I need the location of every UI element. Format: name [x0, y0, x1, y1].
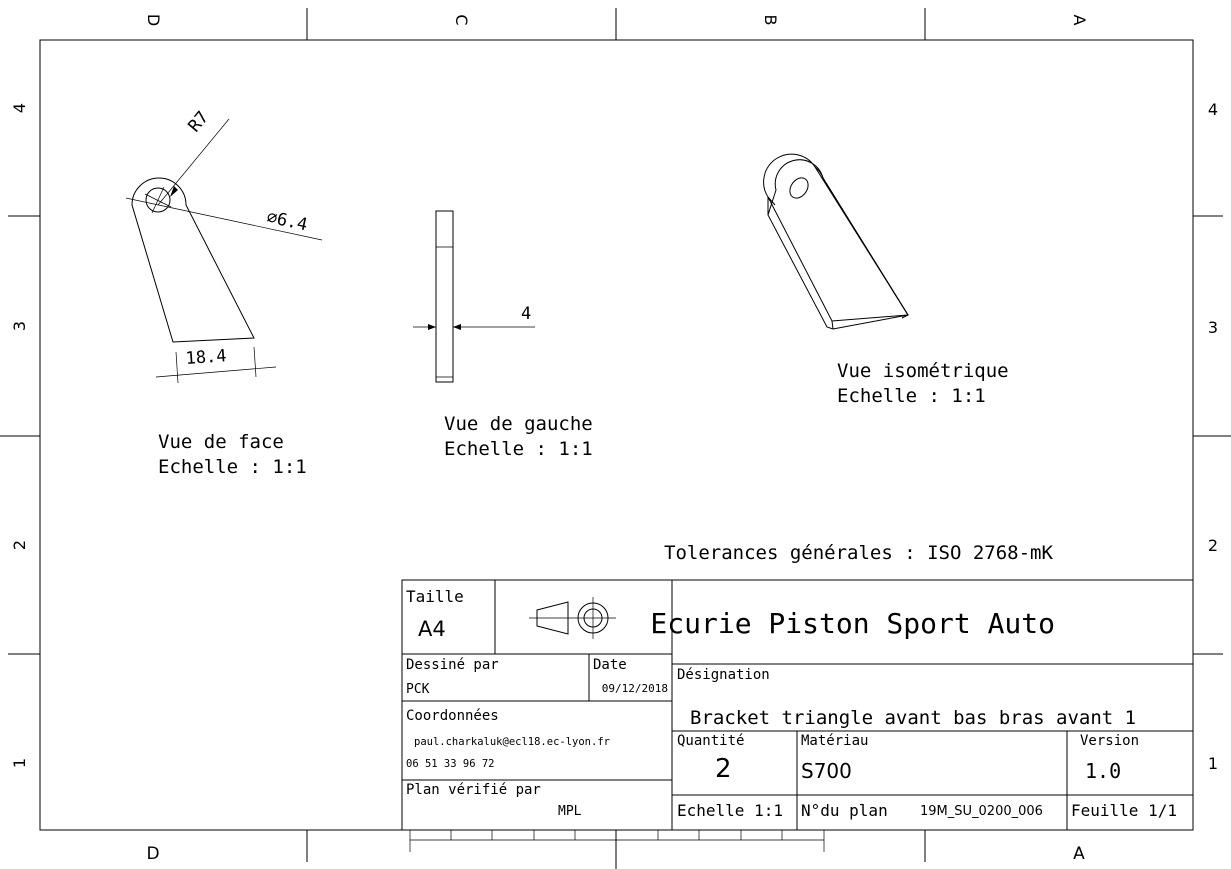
- general-tolerances: Tolerances générales : ISO 2768-mK: [664, 542, 1053, 564]
- size-label: Taille: [406, 587, 464, 606]
- size-value: A4: [418, 617, 446, 641]
- right-zone-markers: 4 3 2 1: [1193, 100, 1231, 773]
- drawn-by-label: Dessiné par: [406, 657, 499, 673]
- company-name: Ecurie Piston Sport Auto: [650, 607, 1055, 640]
- sheet-value: Feuille 1/1: [1071, 801, 1177, 820]
- dim-hole: ∅6.4: [265, 207, 309, 235]
- dim-radius: R7: [185, 108, 213, 137]
- scale-value: Echelle 1:1: [677, 801, 783, 820]
- iso-view-scale: Echelle : 1:1: [837, 385, 986, 407]
- col-label-top-d: D: [144, 14, 163, 26]
- front-view-title: Vue de face: [158, 431, 284, 453]
- col-label-bottom-a: A: [1073, 844, 1085, 864]
- quantity-value: 2: [715, 754, 732, 784]
- iso-hole: [789, 177, 809, 199]
- date-value: 09/12/2018: [602, 682, 668, 695]
- version-value: 1.0: [1085, 759, 1121, 783]
- diameter-leader: [125, 197, 323, 241]
- row-label-left-2: 2: [10, 540, 29, 550]
- left-part-outline: [435, 210, 454, 383]
- designation-label: Désignation: [677, 667, 770, 683]
- projection-symbol-icon: [529, 597, 616, 639]
- designation-value: Bracket triangle avant bas bras avant 1: [690, 707, 1136, 729]
- plan-number-value: 19M_SU_0200_006: [920, 804, 1043, 819]
- quantity-label: Quantité: [677, 733, 744, 749]
- iso-view-title: Vue isométrique: [837, 360, 1009, 382]
- drawn-by-value: PCK: [406, 682, 430, 697]
- bottom-ruler: [409, 830, 825, 852]
- date-label: Date: [593, 657, 627, 673]
- checked-by-value: MPL: [558, 804, 582, 819]
- iso-part-front: [767, 159, 909, 330]
- col-label-top-a: A: [1070, 15, 1089, 26]
- material-label: Matériau: [801, 733, 868, 749]
- row-label-right-4: 4: [1208, 100, 1218, 119]
- isometric-view: Vue isométrique Echelle : 1:1: [763, 153, 1009, 407]
- left-zone-markers: 4 3 2 1: [0, 103, 40, 768]
- row-label-right-3: 3: [1208, 318, 1218, 337]
- title-block: Taille A4 Ecurie Piston Sport Auto Dessi…: [401, 579, 1194, 831]
- iso-part-back: [763, 153, 909, 322]
- contact-phone: 06 51 33 96 72: [406, 758, 495, 770]
- row-label-left-3: 3: [10, 321, 29, 331]
- contact-label: Coordonnées: [406, 708, 499, 724]
- checked-by-label: Plan vérifié par: [406, 782, 541, 798]
- col-label-bottom-d: D: [146, 844, 159, 864]
- dim-width: 18.4: [185, 346, 227, 369]
- front-view: R7 ∅6.4 18.4 Vue de face Echelle : 1:1: [125, 108, 323, 478]
- plan-number-label: N°du plan: [801, 801, 888, 820]
- front-part-outline: [131, 177, 255, 343]
- width-dimension-line: [155, 366, 277, 378]
- col-label-top-c: C: [452, 14, 471, 25]
- contact-email: paul.charkaluk@ecl18.ec-lyon.fr: [414, 736, 610, 748]
- left-view: 4 Vue de gauche Echelle : 1:1: [413, 210, 593, 460]
- col-label-top-b: B: [761, 15, 780, 26]
- left-view-scale: Echelle : 1:1: [444, 438, 593, 460]
- row-label-right-1: 1: [1208, 754, 1218, 773]
- row-label-left-1: 1: [10, 758, 29, 768]
- bottom-zone-markers: D A: [146, 830, 1085, 869]
- front-view-scale: Echelle : 1:1: [158, 456, 307, 478]
- top-zone-markers: D C B A: [144, 8, 1089, 40]
- dim-thickness: 4: [521, 304, 531, 324]
- front-hole: [145, 187, 171, 213]
- row-label-left-4: 4: [10, 103, 29, 113]
- radius-leader: [157, 118, 230, 206]
- material-value: S700: [801, 759, 852, 783]
- version-label: Version: [1080, 733, 1139, 749]
- left-view-title: Vue de gauche: [444, 413, 593, 435]
- row-label-right-2: 2: [1208, 536, 1218, 555]
